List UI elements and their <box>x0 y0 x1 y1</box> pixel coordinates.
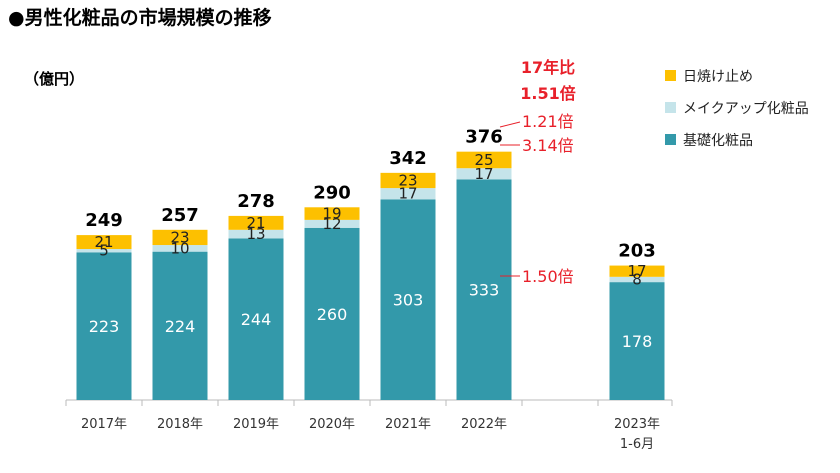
category-label: 2019年 <box>233 417 279 432</box>
bar-segment-makeup <box>456 168 512 180</box>
total-value-label: 278 <box>237 191 275 212</box>
category-label: 2022年 <box>461 417 507 432</box>
bar-segment-skincare <box>380 199 436 400</box>
skincare-ratio-annotation: 1.50倍 <box>522 267 574 286</box>
segment-value-label-skincare: 303 <box>393 291 424 310</box>
bar-segment-skincare <box>609 282 665 400</box>
total-value-label: 342 <box>389 148 427 169</box>
segment-value-label-sunscreen: 25 <box>474 151 493 169</box>
segment-value-label-sunscreen: 19 <box>322 205 341 223</box>
legend-swatch-skincare <box>665 134 676 145</box>
x-axis-ticks <box>65 400 673 406</box>
total-value-label: 203 <box>618 241 656 262</box>
bar-segment-sunscreen <box>76 235 132 250</box>
makeup-ratio-annotation: 3.14倍 <box>522 136 574 155</box>
legend-label-skincare: 基礎化粧品 <box>683 132 753 149</box>
total-labels: 249 257 278 290 342 376 203 <box>85 127 656 262</box>
segment-value-label-makeup: 13 <box>246 225 265 243</box>
comparison-title: 17年比 <box>521 58 575 77</box>
category-label: 2020年 <box>309 417 355 432</box>
unit-label: （億円） <box>24 70 84 88</box>
bar-segment-makeup <box>76 249 132 253</box>
segment-value-label-makeup: 10 <box>170 239 189 257</box>
bar-group <box>76 151 665 400</box>
bar-segment-makeup <box>304 219 360 228</box>
bar-segment-sunscreen <box>380 172 436 189</box>
chart-title: ●男性化粧品の市場規模の推移 <box>8 6 272 29</box>
segment-value-label-makeup: 17 <box>398 185 417 203</box>
bar-segment-skincare <box>76 252 132 400</box>
sunscreen-ratio-leader <box>499 121 521 128</box>
total-ratio-annotation: 1.51倍 <box>520 84 575 103</box>
segment-value-label-skincare: 224 <box>165 317 196 336</box>
category-label: 2021年 <box>385 417 431 432</box>
legend-label-sunscreen: 日焼け止め <box>683 69 753 85</box>
bar-segment-makeup <box>228 229 284 239</box>
segment-value-label-skincare: 260 <box>317 305 348 324</box>
segment-value-label-sunscreen: 21 <box>94 233 113 251</box>
bar-segment-sunscreen <box>152 229 208 246</box>
legend-swatch-makeup <box>665 102 676 113</box>
segment-value-label-sunscreen: 21 <box>246 214 265 232</box>
segment-value-label-skincare: 333 <box>469 281 500 300</box>
segment-value-label-sunscreen: 23 <box>170 228 189 246</box>
category-labels: 2017年 2018年 2019年 2020年 2021年 2022年 2023年 1-6月 <box>81 417 660 452</box>
segment-value-label-sunscreen: 23 <box>398 171 417 189</box>
total-value-label: 257 <box>161 205 199 226</box>
bar-segment-skincare <box>152 251 208 400</box>
bar-segment-makeup <box>380 188 436 200</box>
sunscreen-ratio-annotation: 1.21倍 <box>522 112 574 131</box>
bar-segment-sunscreen <box>456 151 512 169</box>
segment-value-label-makeup: 17 <box>474 165 493 183</box>
bar-segment-sunscreen <box>228 215 284 230</box>
bar-segment-skincare <box>456 179 512 400</box>
category-label: 2023年 1-6月 <box>614 417 660 452</box>
category-label: 2018年 <box>157 417 203 432</box>
bar-segment-skincare <box>228 238 284 400</box>
bar-segment-sunscreen <box>304 207 360 220</box>
legend-label-makeup: メイクアップ化粧品 <box>683 101 809 117</box>
total-value-label: 249 <box>85 210 123 231</box>
bar-segment-makeup <box>152 245 208 252</box>
bar-segment-sunscreen <box>609 265 665 277</box>
segment-value-label-makeup: 5 <box>99 242 109 260</box>
segment-value-label-makeup: 8 <box>632 270 642 288</box>
legend-swatch-sunscreen <box>665 70 676 81</box>
segment-value-label-skincare: 244 <box>241 310 272 329</box>
segment-value-label-sunscreen: 17 <box>627 262 646 280</box>
total-value-label: 376 <box>465 127 503 148</box>
segment-value-label-skincare: 178 <box>622 332 653 351</box>
bar-segment-skincare <box>304 227 360 400</box>
total-value-label: 290 <box>313 182 351 203</box>
segment-value-label-skincare: 223 <box>89 317 120 336</box>
bar-segment-makeup <box>609 276 665 283</box>
segment-value-label-makeup: 12 <box>322 215 341 233</box>
segment-labels: 2235212241023244132126012193031723333172… <box>89 151 653 351</box>
category-label: 2017年 <box>81 417 127 432</box>
